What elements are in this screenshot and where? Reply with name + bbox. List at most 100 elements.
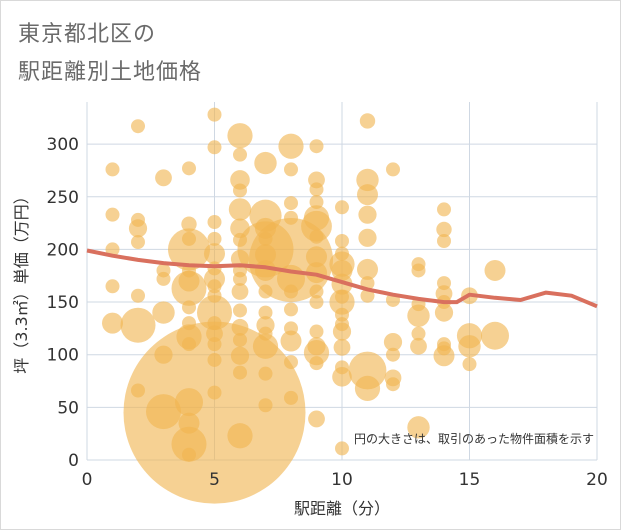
data-point	[280, 330, 302, 352]
data-point	[155, 169, 172, 187]
data-point	[333, 338, 351, 356]
data-point	[207, 231, 222, 246]
data-point	[437, 202, 451, 217]
data-point	[335, 441, 349, 456]
data-point	[207, 215, 222, 230]
data-point	[233, 303, 247, 318]
data-point	[207, 140, 222, 155]
data-point	[383, 332, 403, 352]
data-point	[335, 200, 349, 215]
data-point	[309, 229, 324, 244]
data-point	[233, 183, 247, 198]
data-point	[284, 284, 298, 299]
data-point	[436, 221, 452, 238]
data-point	[308, 410, 325, 428]
data-point	[168, 228, 210, 271]
y-tick-label: 200	[47, 240, 79, 260]
data-point	[230, 170, 250, 190]
y-tick-label: 300	[47, 135, 79, 155]
data-point	[230, 346, 250, 365]
data-point	[182, 161, 196, 176]
data-point	[309, 284, 324, 299]
y-axis-label: 坪（3.3㎡）単価（万円）	[12, 188, 31, 373]
data-point	[105, 207, 120, 222]
x-tick-label: 0	[82, 470, 93, 490]
data-point	[437, 233, 451, 248]
data-point	[407, 304, 430, 327]
data-point	[386, 377, 400, 392]
data-point	[332, 367, 352, 387]
data-point	[309, 324, 324, 339]
data-point	[228, 198, 252, 221]
data-point	[407, 416, 430, 439]
axis-ticks: 0 50 100 150 200 250 300 0 5 10 15 20	[47, 135, 608, 490]
y-tick-label: 100	[47, 346, 79, 366]
x-tick-label: 15	[459, 470, 481, 490]
data-point	[258, 398, 273, 413]
size-note: 円の大きさは、取引のあった物件面積を示す	[354, 431, 594, 446]
data-point	[131, 235, 145, 250]
data-point	[233, 365, 247, 380]
data-point	[233, 147, 247, 162]
data-point	[123, 321, 306, 504]
data-point	[411, 263, 426, 278]
data-point	[233, 271, 247, 286]
data-point	[204, 243, 225, 265]
data-point	[410, 337, 427, 355]
data-point	[233, 332, 247, 347]
data-point	[411, 326, 426, 341]
data-point	[156, 271, 171, 286]
data-point	[332, 322, 352, 341]
data-point	[120, 307, 156, 343]
data-point	[309, 195, 324, 210]
data-point	[231, 283, 249, 300]
data-point	[227, 123, 253, 149]
data-point	[258, 305, 273, 320]
x-axis-label: 駅距離（分）	[294, 499, 390, 518]
data-point	[303, 340, 330, 366]
y-tick-label: 50	[57, 398, 79, 418]
data-point	[356, 168, 379, 192]
data-point	[284, 162, 298, 177]
chart-title-line2: 駅距離別土地価格	[18, 60, 203, 85]
data-point	[358, 205, 377, 224]
data-point	[278, 133, 304, 159]
data-point	[131, 119, 145, 134]
data-point	[284, 302, 298, 317]
y-tick-label: 250	[47, 188, 79, 208]
data-point	[252, 333, 279, 359]
data-point	[102, 312, 123, 334]
data-point	[284, 355, 298, 370]
data-point	[484, 259, 506, 281]
trend-line	[86, 248, 598, 309]
data-point	[301, 210, 332, 242]
data-point	[284, 196, 298, 211]
data-point	[359, 113, 376, 129]
data-point	[171, 270, 207, 306]
data-point	[360, 288, 375, 303]
data-point	[227, 423, 253, 449]
data-point	[433, 345, 455, 367]
x-tick-label: 20	[586, 470, 608, 490]
data-point	[358, 228, 377, 247]
data-point	[348, 351, 387, 390]
data-point	[128, 219, 148, 238]
data-point	[434, 303, 454, 322]
data-point	[309, 139, 324, 154]
data-point	[458, 335, 481, 358]
data-point	[258, 366, 273, 381]
data-point	[254, 151, 277, 175]
y-tick-label: 0	[68, 451, 79, 471]
data-point	[182, 300, 196, 315]
data-point	[309, 182, 324, 197]
bubble-series	[102, 107, 509, 504]
x-tick-label: 5	[209, 470, 220, 490]
data-point	[181, 216, 197, 232]
data-point	[309, 356, 324, 371]
y-tick-label: 150	[47, 293, 79, 313]
data-point	[231, 318, 249, 336]
x-tick-label: 10	[331, 470, 353, 490]
data-point	[105, 279, 120, 294]
data-point	[462, 357, 477, 372]
